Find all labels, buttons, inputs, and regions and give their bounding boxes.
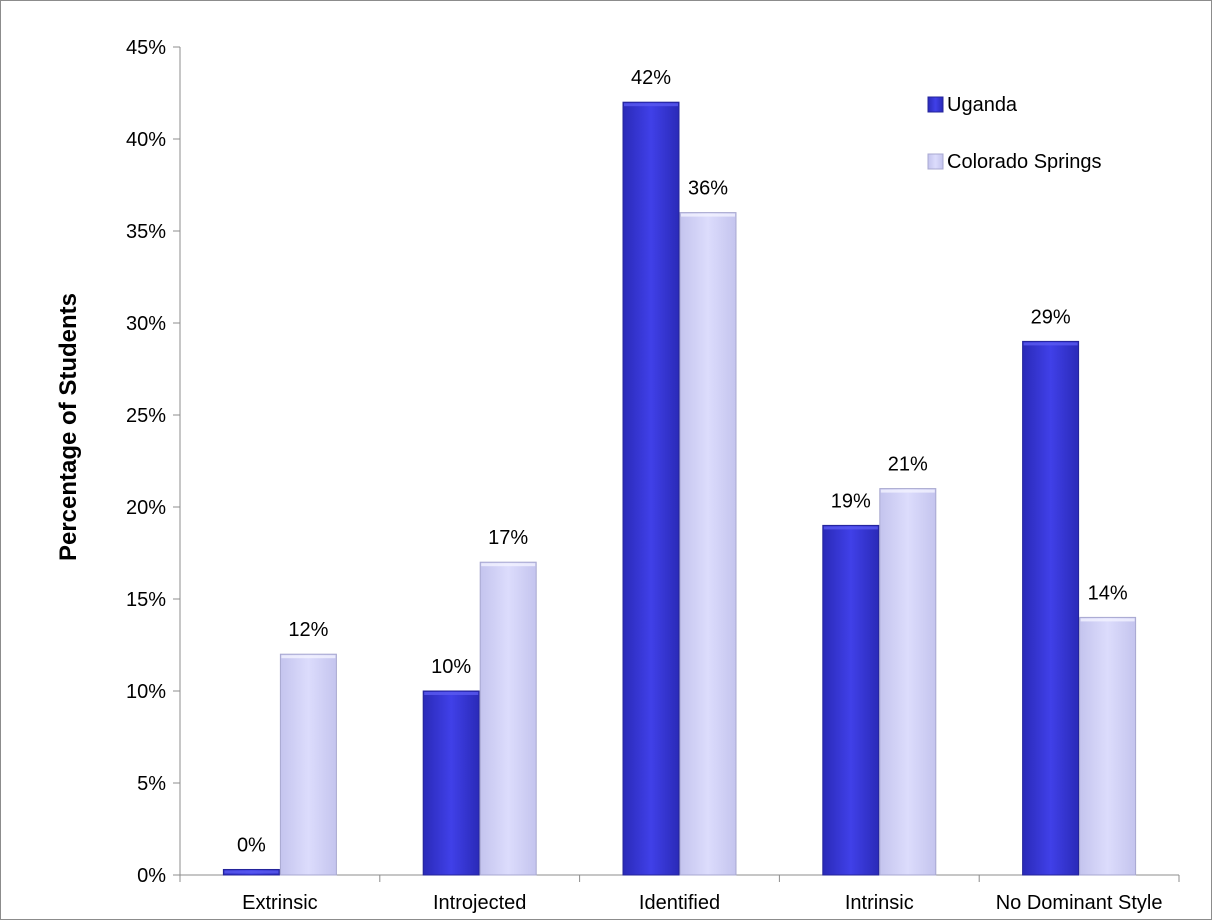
- x-tick-label: No Dominant Style: [996, 892, 1163, 914]
- bar-colorado-springs: [679, 212, 737, 876]
- bar-bevel: [481, 563, 536, 567]
- bar-bevel: [624, 103, 678, 107]
- bar-bevel: [681, 213, 735, 217]
- bar-bevel: [224, 870, 279, 874]
- bar-colorado-springs: [479, 561, 537, 876]
- bar-bevel: [424, 692, 479, 695]
- data-label: 29%: [1031, 306, 1071, 328]
- data-label: 17%: [488, 527, 528, 549]
- bar-uganda: [422, 690, 480, 876]
- bar-bevel: [823, 526, 878, 530]
- x-tick-label: Identified: [639, 892, 720, 914]
- y-tick-label: 0%: [137, 865, 166, 887]
- data-label: 10%: [431, 656, 471, 678]
- data-label: 21%: [888, 454, 928, 476]
- bar-bevel: [281, 655, 336, 659]
- data-label: 19%: [831, 490, 871, 512]
- legend-swatch: [927, 96, 944, 113]
- data-label: 42%: [631, 67, 671, 89]
- x-tick-label: Introjected: [433, 892, 526, 914]
- legend: Uganda Colorado Springs: [927, 94, 1102, 173]
- y-axis-title: Percentage of Students: [55, 293, 82, 561]
- x-axis: Extrinsic Introjected Identified Intrinsic N…: [179, 874, 1180, 914]
- legend-swatch: [927, 153, 944, 170]
- bars: [222, 101, 1137, 876]
- y-tick-label: 45%: [126, 37, 166, 59]
- legend-label: Colorado Springs: [947, 151, 1102, 173]
- y-tick-label: 40%: [126, 129, 166, 151]
- data-label: 0%: [237, 834, 266, 856]
- bar-colorado-springs: [279, 653, 337, 876]
- data-label: 36%: [688, 178, 728, 200]
- bar-colorado-springs: [1079, 616, 1137, 876]
- y-tick-label: 35%: [126, 221, 166, 243]
- bar-uganda: [822, 524, 880, 876]
- data-label: 12%: [288, 619, 328, 641]
- legend-label: Uganda: [947, 94, 1018, 116]
- y-tick-label: 15%: [126, 589, 166, 611]
- y-tick-label: 5%: [137, 773, 166, 795]
- y-tick-label: 25%: [126, 405, 166, 427]
- data-labels: 0% 10% 42% 19% 29% 12% 17% 36% 21% 14%: [237, 67, 1128, 856]
- bar-colorado-springs: [879, 488, 937, 876]
- bar-bevel: [880, 489, 935, 493]
- y-tick-label: 30%: [126, 313, 166, 335]
- y-tick-label: 10%: [126, 681, 166, 703]
- x-tick-label: Intrinsic: [845, 892, 914, 914]
- x-tick-label: Extrinsic: [242, 892, 318, 914]
- bar-bevel: [1080, 618, 1135, 622]
- y-tick-label: 20%: [126, 497, 166, 519]
- bar-uganda: [622, 101, 680, 876]
- bar-bevel: [1023, 342, 1078, 346]
- data-label: 14%: [1088, 582, 1128, 604]
- y-axis: 0% 5% 10% 15% 20% 25% 30% 35% 40% 45%: [126, 37, 181, 887]
- bar-uganda: [1022, 340, 1080, 876]
